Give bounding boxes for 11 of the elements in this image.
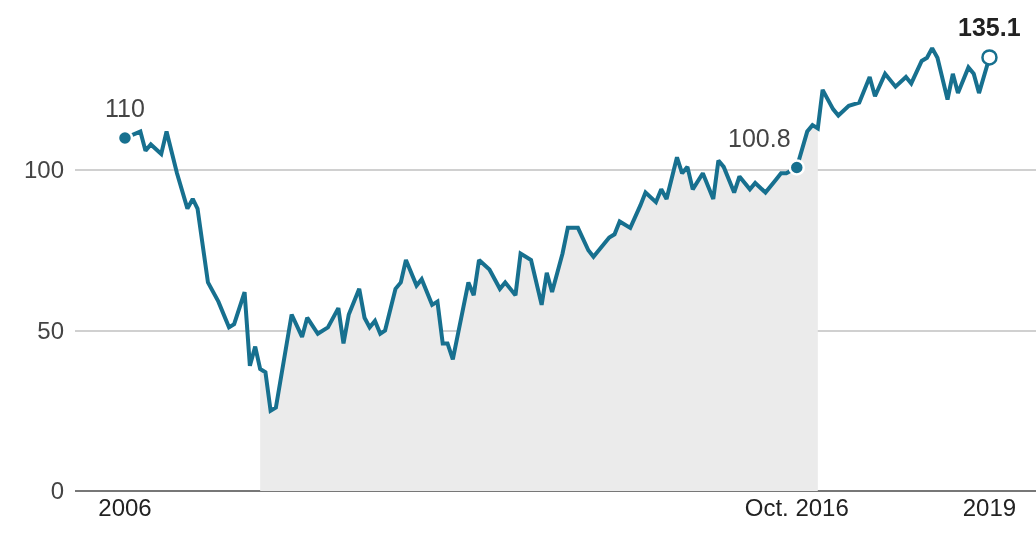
- point: [981, 49, 998, 66]
- x-tick-label: 2006: [98, 494, 152, 521]
- annotation: 100.8: [728, 124, 791, 152]
- annotation: 135.1: [958, 13, 1021, 41]
- y-tick-label: 50: [37, 316, 64, 344]
- y-tick-label: 0: [50, 477, 64, 505]
- x-tick-label: 2019: [962, 494, 1017, 521]
- point: [788, 159, 806, 176]
- annotation: 110: [105, 94, 145, 122]
- x-tick-label: Oct. 2016: [744, 494, 849, 521]
- y-tick-label: 100: [23, 156, 64, 184]
